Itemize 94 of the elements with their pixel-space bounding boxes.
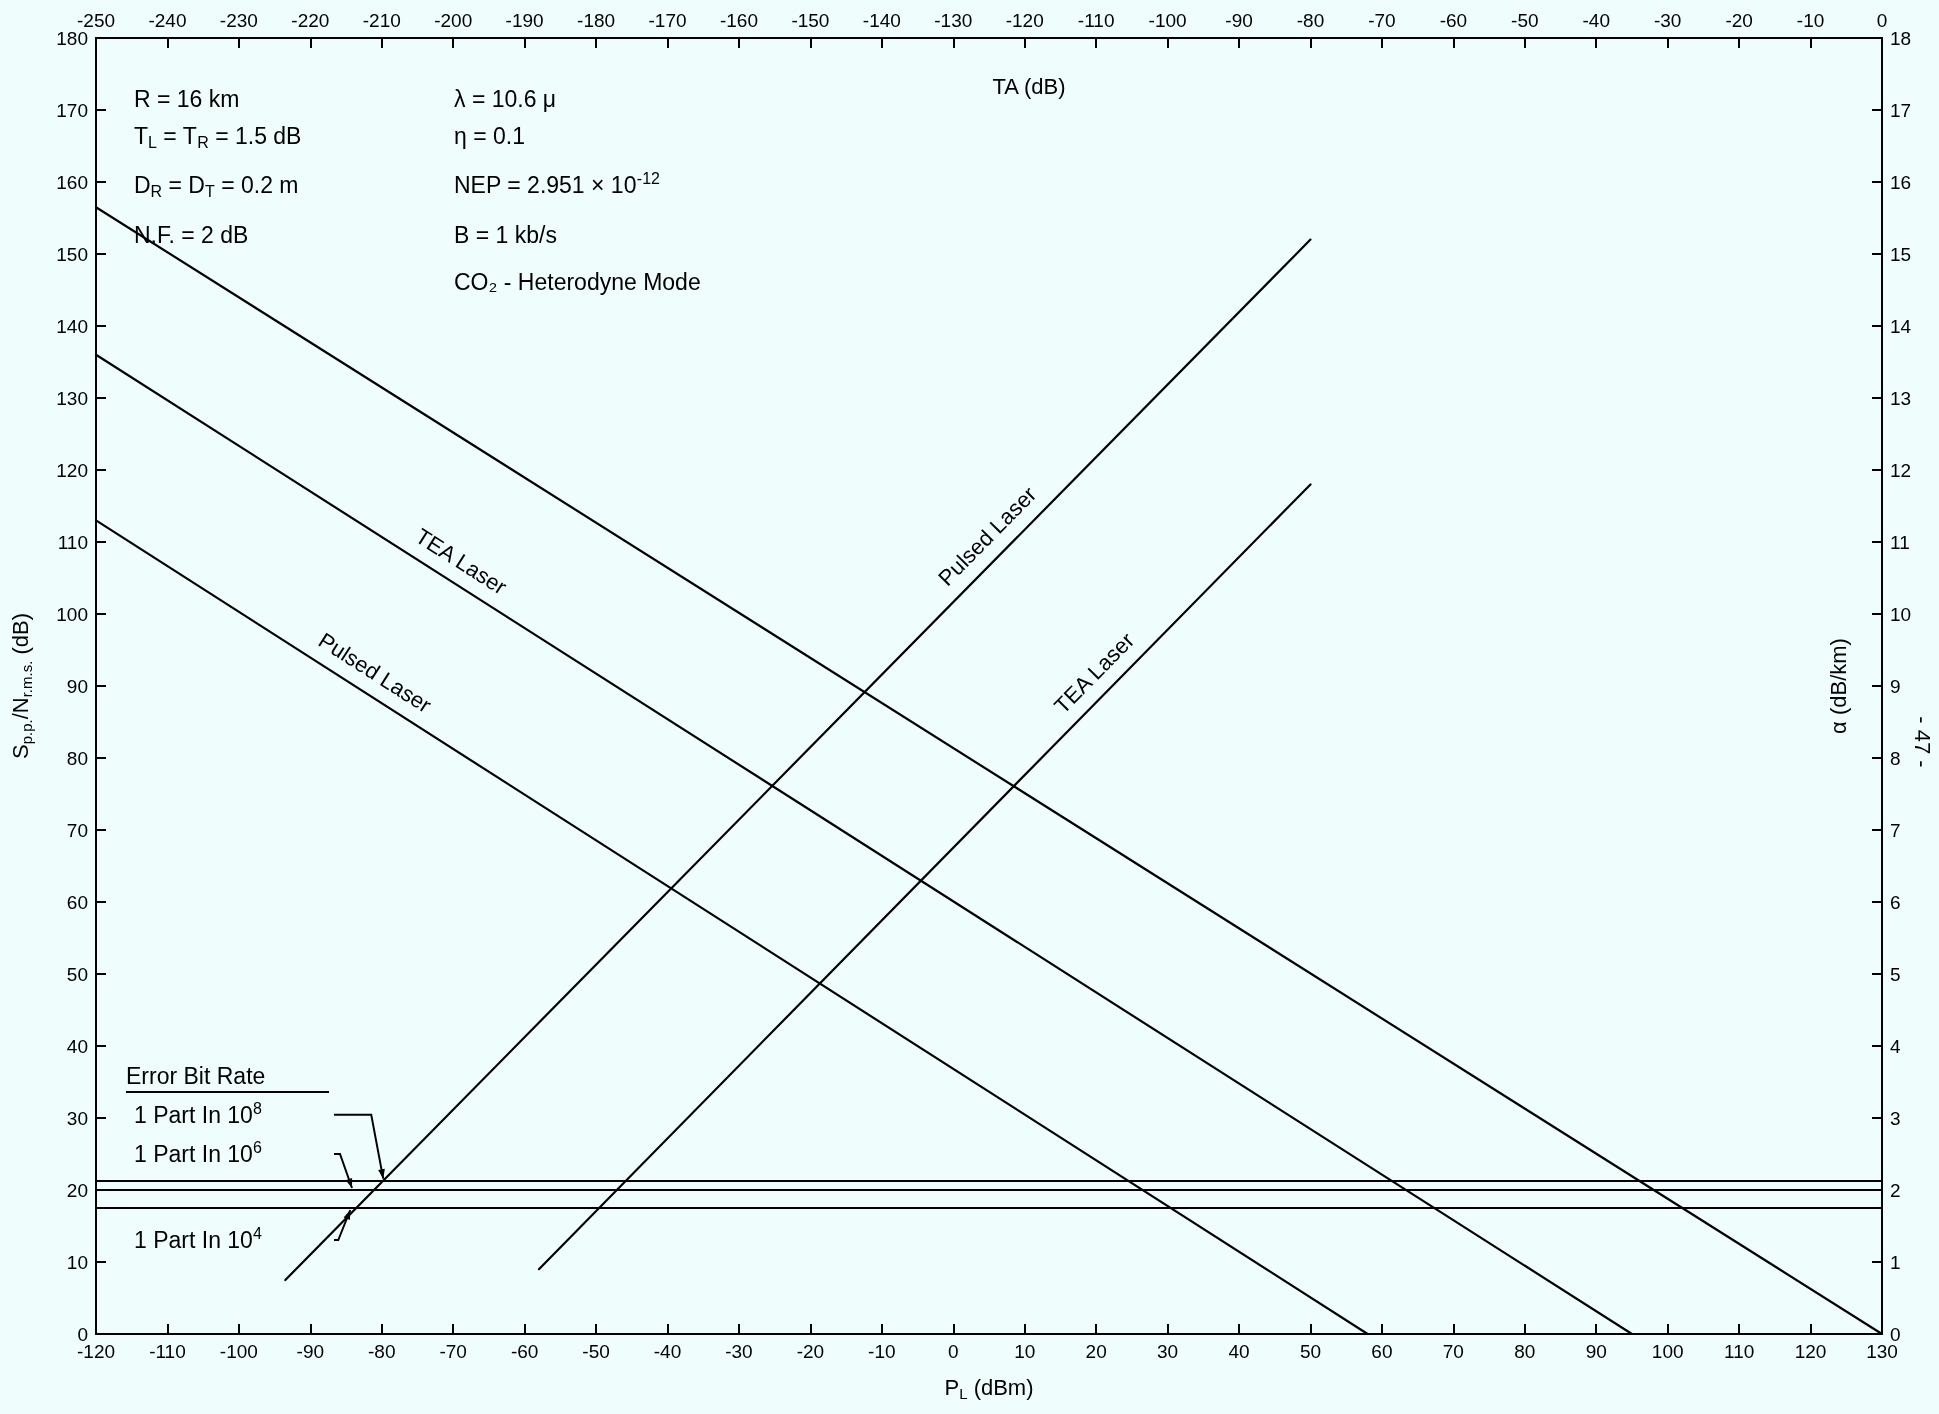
x-tick-label: 100 bbox=[1651, 1341, 1684, 1362]
y2-tick-label: 11 bbox=[1890, 531, 1910, 553]
x2-tick-label: -20 bbox=[1725, 10, 1753, 31]
y2-axis-title: α (dB/km) bbox=[1825, 638, 1851, 734]
annotation: λ = 10.6 μ bbox=[454, 86, 557, 112]
y-tick-label: 70 bbox=[66, 819, 88, 841]
x-tick-label: 50 bbox=[1299, 1341, 1322, 1362]
x-tick-label: -30 bbox=[725, 1341, 753, 1362]
x2-tick-label: -80 bbox=[1296, 10, 1325, 31]
x-tick-label: -50 bbox=[582, 1341, 610, 1362]
y-tick-label: 80 bbox=[66, 747, 88, 769]
x2-tick-label: -190 bbox=[505, 10, 544, 31]
x-tick-label: 70 bbox=[1442, 1341, 1464, 1362]
x2-tick-label: -100 bbox=[1148, 10, 1187, 31]
x-tick-label: 110 bbox=[1723, 1341, 1755, 1362]
y-tick-label: 90 bbox=[66, 675, 88, 697]
x2-axis-title: TA (dB) bbox=[992, 73, 1066, 99]
x-tick-label: 40 bbox=[1228, 1341, 1250, 1362]
y-tick-label: 120 bbox=[56, 459, 88, 481]
x-tick-label: 80 bbox=[1514, 1341, 1536, 1362]
x2-tick-label: -140 bbox=[862, 10, 901, 31]
y2-tick-label: 8 bbox=[1890, 747, 1901, 769]
y-tick-label: 100 bbox=[56, 603, 88, 625]
y2-tick-label: 7 bbox=[1890, 819, 1901, 841]
y2-tick-label: 3 bbox=[1890, 1107, 1901, 1129]
x2-tick-label: -230 bbox=[219, 10, 258, 31]
x-tick-label: 30 bbox=[1157, 1341, 1179, 1362]
annotation: CO₂ - Heterodyne Mode bbox=[454, 269, 701, 295]
annotation: B = 1 kb/s bbox=[454, 222, 557, 248]
x2-tick-label: -180 bbox=[577, 10, 616, 31]
y2-tick-label: 4 bbox=[1890, 1035, 1901, 1057]
y-tick-label: 60 bbox=[66, 891, 88, 913]
x2-tick-label: -50 bbox=[1511, 10, 1539, 31]
y-tick-label: 170 bbox=[56, 99, 88, 121]
y2-tick-label: 15 bbox=[1890, 243, 1912, 265]
annotation: R = 16 km bbox=[134, 86, 240, 112]
x2-tick-label: -220 bbox=[291, 10, 330, 31]
x2-tick-label: -30 bbox=[1653, 10, 1682, 31]
y-tick-label: 110 bbox=[57, 531, 88, 553]
y-tick-label: 130 bbox=[56, 387, 88, 409]
x2-tick-label: -120 bbox=[1005, 10, 1044, 31]
x2-tick-label: -240 bbox=[148, 10, 187, 31]
y2-tick-label: 5 bbox=[1890, 963, 1901, 985]
x2-tick-label: -40 bbox=[1582, 10, 1610, 31]
x-tick-label: -60 bbox=[510, 1341, 539, 1362]
x-tick-label: -90 bbox=[296, 1341, 325, 1362]
x-tick-label: -40 bbox=[653, 1341, 682, 1362]
y2-tick-label: 6 bbox=[1890, 891, 1901, 913]
annotation: η = 0.1 bbox=[454, 123, 525, 149]
y-tick-label: 40 bbox=[66, 1035, 88, 1057]
y2-tick-label: 12 bbox=[1890, 459, 1912, 481]
x-tick-label: -100 bbox=[219, 1341, 258, 1362]
y-tick-label: 160 bbox=[56, 171, 88, 193]
y2-tick-label: 2 bbox=[1890, 1179, 1901, 1201]
y-tick-label: 30 bbox=[66, 1107, 88, 1129]
x2-tick-label: -210 bbox=[362, 10, 401, 31]
y2-tick-label: 16 bbox=[1890, 171, 1912, 193]
x-tick-label: 60 bbox=[1371, 1341, 1393, 1362]
y2-tick-label: 10 bbox=[1890, 603, 1912, 625]
x2-tick-label: -170 bbox=[648, 10, 687, 31]
y2-tick-label: 18 bbox=[1890, 27, 1912, 49]
y2-tick-label: 1 bbox=[1890, 1251, 1901, 1273]
x-tick-label: 10 bbox=[1014, 1341, 1036, 1362]
x-tick-label: 90 bbox=[1585, 1341, 1607, 1362]
y2-tick-label: 13 bbox=[1890, 387, 1912, 409]
x2-tick-label: -160 bbox=[719, 10, 758, 31]
x-tick-label: 0 bbox=[947, 1341, 959, 1362]
x-tick-label: -80 bbox=[368, 1341, 396, 1362]
y-axis-title: Sp.p./Nr.m.s. (dB) bbox=[8, 612, 35, 760]
y2-tick-label: 9 bbox=[1890, 675, 1901, 697]
x2-tick-label: -200 bbox=[434, 10, 473, 31]
y-tick-label: 140 bbox=[56, 315, 88, 337]
x-tick-label: -10 bbox=[868, 1341, 896, 1362]
x-tick-label: -20 bbox=[796, 1341, 825, 1362]
y-tick-label: 20 bbox=[66, 1179, 88, 1201]
y2-tick-label: 14 bbox=[1890, 315, 1912, 337]
x2-tick-label: 0 bbox=[1876, 10, 1888, 31]
x2-tick-label: -60 bbox=[1439, 10, 1468, 31]
text: - 47 - bbox=[1909, 716, 1935, 768]
x2-tick-label: -70 bbox=[1368, 10, 1396, 31]
y2-tick-label: 17 bbox=[1890, 99, 1912, 121]
y-tick-label: 50 bbox=[66, 963, 88, 985]
x-tick-label: -70 bbox=[439, 1341, 467, 1362]
x2-tick-label: -130 bbox=[934, 10, 973, 31]
x-tick-label: 20 bbox=[1085, 1341, 1107, 1362]
x-tick-label: -110 bbox=[149, 1341, 186, 1362]
x-tick-label: 120 bbox=[1794, 1341, 1827, 1362]
annotation: Error Bit Rate bbox=[126, 1063, 266, 1089]
x2-tick-label: -150 bbox=[791, 10, 830, 31]
y-tick-label: 150 bbox=[56, 243, 88, 265]
x2-tick-label: -110 bbox=[1077, 10, 1115, 31]
x2-tick-label: -10 bbox=[1796, 10, 1825, 31]
y-tick-label: 10 bbox=[66, 1251, 88, 1273]
x2-tick-label: -90 bbox=[1225, 10, 1253, 31]
